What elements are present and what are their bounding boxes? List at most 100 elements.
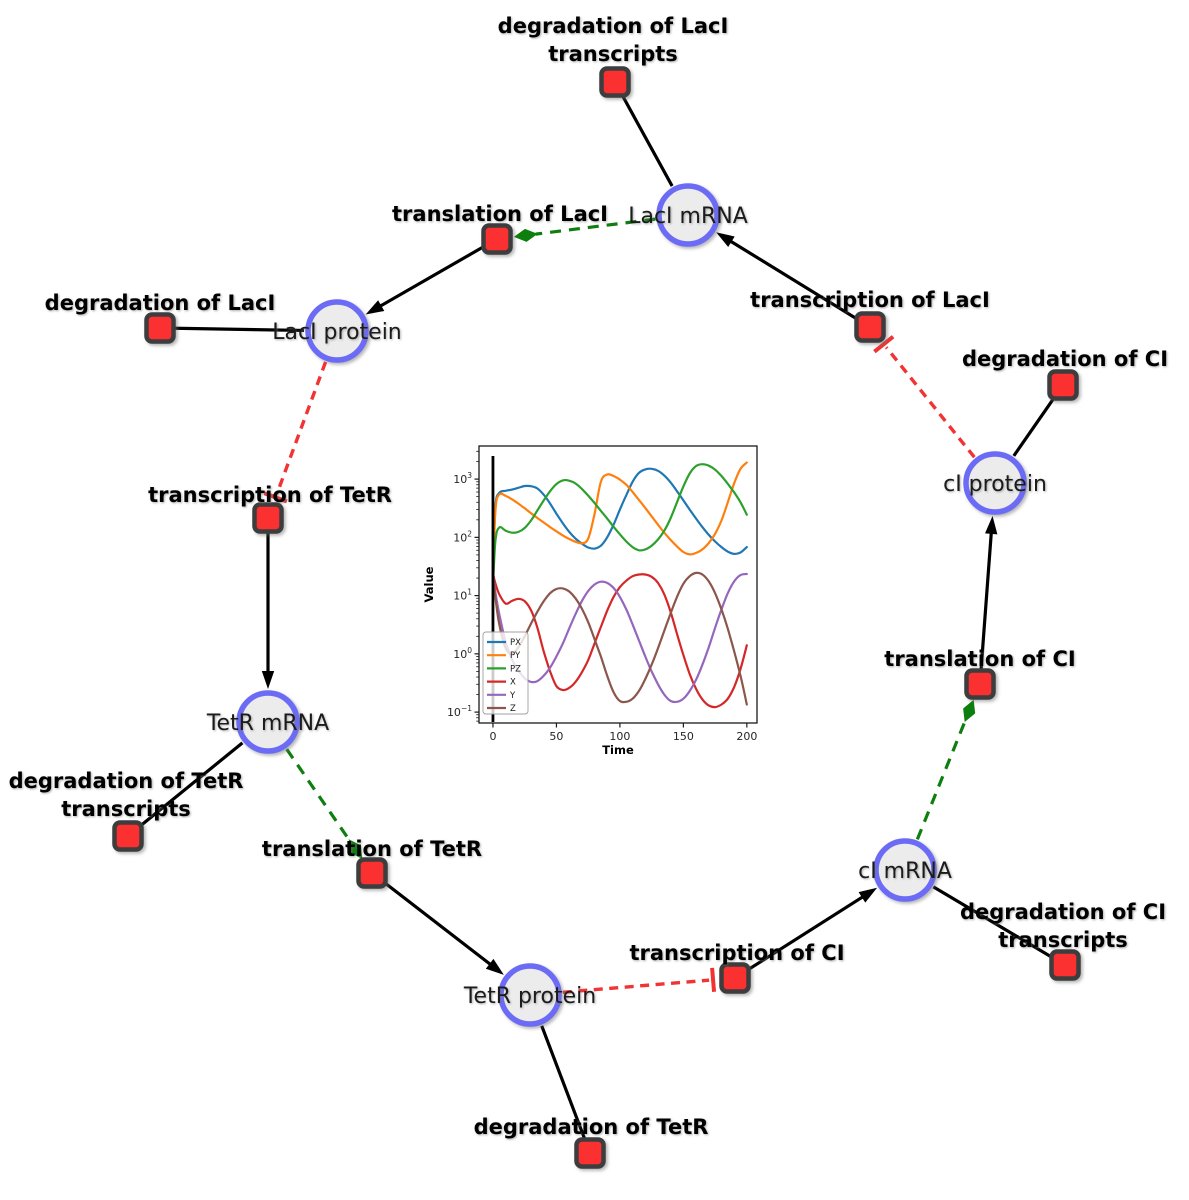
species-label-ci_protein: cI protein bbox=[943, 472, 1047, 497]
edge-production-tc_ci-to-ci_mrna bbox=[746, 893, 868, 972]
edge-consumption-ci_protein-to-deg_ci bbox=[1012, 396, 1056, 457]
reaction-node-deg_laci bbox=[144, 312, 176, 344]
x-tick-label-50: 50 bbox=[549, 730, 563, 743]
legend-label-PZ: PZ bbox=[510, 664, 521, 674]
edges-layer bbox=[138, 94, 1056, 1140]
reaction-node-tc_ci bbox=[719, 962, 751, 994]
species-label-laci_mrna: LacI mRNA bbox=[628, 204, 748, 229]
edge-production-tc_tetr-to-tetr_mrna-arrowhead bbox=[261, 671, 275, 689]
species-node-ci_protein bbox=[963, 451, 1027, 515]
species-node-laci_mrna bbox=[656, 183, 720, 247]
y-tick-label-1e3: 103 bbox=[453, 471, 472, 486]
edge-production-transl_ci-to-ci_protein bbox=[979, 528, 994, 670]
edge-production-tc_laci-to-laci_mrna bbox=[726, 237, 859, 321]
edge-consumption-tetr_mrna-to-deg_tetr_tx bbox=[138, 741, 244, 828]
reaction-node-tc_tetr bbox=[252, 502, 284, 534]
edge-production-transl_laci-to-laci_protein bbox=[376, 245, 485, 310]
edge-production-tc_ci-to-ci_mrna-arrowhead bbox=[858, 887, 878, 903]
reaction-node-transl_laci bbox=[481, 223, 513, 255]
reaction-label-deg_ci_tx-line2: transcripts bbox=[998, 928, 1128, 952]
reaction-node-deg_ci_tx bbox=[1049, 949, 1081, 981]
edge-modifier-tetr_mrna-to-transl_tetr-diamond-arrowhead bbox=[348, 839, 363, 859]
edge-consumption-laci_mrna-to-deg_laci_tx bbox=[620, 94, 674, 187]
reaction-label-deg_tetr-line1: degradation of TetR bbox=[474, 1115, 709, 1139]
chart-line-PZ bbox=[491, 463, 748, 587]
chart-line-Z bbox=[491, 571, 748, 706]
species-node-laci_protein bbox=[305, 299, 369, 363]
species-node-tetr_protein bbox=[498, 963, 562, 1027]
y-tick-label-1e1: 101 bbox=[453, 588, 472, 603]
x-tick-label-100: 100 bbox=[609, 730, 630, 743]
edge-production-transl_ci-to-ci_protein-arrowhead bbox=[985, 515, 998, 535]
reaction-label-transl_laci-line1: translation of LacI bbox=[392, 202, 608, 226]
edge-consumption-laci_protein-to-deg_laci bbox=[174, 326, 305, 333]
legend-box bbox=[482, 631, 529, 715]
y-tick-label-1e0: 100 bbox=[453, 646, 472, 661]
reaction-label-tc_laci-line1: transcription of LacI bbox=[750, 288, 990, 312]
legend-label-PX: PX bbox=[510, 638, 521, 648]
reaction-label-deg_laci_tx-line2: transcripts bbox=[548, 42, 678, 66]
chart-line-X bbox=[491, 572, 748, 709]
species-label-tetr_mrna: TetR mRNA bbox=[206, 711, 329, 736]
y-tick-label-1e-1: 10−1 bbox=[447, 704, 472, 719]
legend-label-Y: Y bbox=[509, 691, 516, 701]
edge-consumption-ci_mrna-to-deg_ci_tx bbox=[932, 885, 1053, 959]
reaction-label-transl_ci-line1: translation of CI bbox=[884, 647, 1075, 671]
x-tick-label-200: 200 bbox=[736, 730, 757, 743]
reaction-node-deg_laci_tx bbox=[599, 66, 631, 98]
reaction-label-deg_ci_tx-line1: degradation of CI bbox=[960, 900, 1166, 924]
chart-legend: PX PY PZ XYZ bbox=[482, 631, 529, 715]
reaction-label-tc_ci-line1: transcription of CI bbox=[629, 941, 844, 965]
reaction-label-deg_ci-line1: degradation of CI bbox=[962, 347, 1168, 371]
species-label-laci_protein: LacI protein bbox=[272, 320, 402, 345]
chart-line-PY bbox=[491, 461, 748, 580]
legend-label-Z: Z bbox=[510, 704, 516, 714]
reaction-node-tc_laci bbox=[854, 311, 886, 343]
reaction-label-deg_laci_tx-line1: degradation of LacI bbox=[498, 14, 729, 38]
legend-label-PY: PY bbox=[510, 651, 521, 661]
reaction-label-deg_laci-line1: degradation of LacI bbox=[45, 291, 276, 315]
species-label-tetr_protein: TetR protein bbox=[463, 984, 596, 1009]
edge-modifier-laci_mrna-to-transl_laci bbox=[535, 217, 656, 236]
x-tick-label-0: 0 bbox=[489, 730, 496, 743]
reaction-label-tc_tetr-line1: transcription of TetR bbox=[148, 483, 392, 507]
species-label-ci_mrna: cI mRNA bbox=[858, 859, 952, 884]
chart-line-Y bbox=[491, 572, 748, 704]
x-axis-title: Time bbox=[602, 743, 634, 757]
edge-production-tc_laci-to-laci_mrna-arrowhead bbox=[716, 232, 735, 248]
edge-production-transl_tetr-to-tetr_protein bbox=[382, 880, 495, 969]
reaction-node-transl_ci bbox=[964, 668, 996, 700]
edge-inhibition-ci_protein-to-tc_laci bbox=[884, 346, 976, 459]
labels-layer: LacI mRNA LacI protein TetR mRNA TetR prote… bbox=[9, 14, 1168, 1139]
chart-frame bbox=[478, 445, 758, 724]
reaction-node-deg_tetr_tx bbox=[112, 820, 144, 852]
edge-modifier-laci_mrna-to-transl_laci-diamond-arrowhead bbox=[513, 228, 538, 242]
edge-inhibition-laci_protein-to-tc_tetr-tbar bbox=[263, 491, 288, 504]
edge-modifier-tetr_mrna-to-transl_tetr bbox=[285, 748, 352, 842]
reaction-label-transl_tetr-line1: translation of TetR bbox=[262, 837, 482, 861]
edge-inhibition-ci_protein-to-tc_laci-tbar bbox=[873, 335, 895, 354]
reaction-label-deg_tetr_tx-line1: degradation of TetR bbox=[9, 769, 244, 793]
x-tick-label-150: 150 bbox=[673, 730, 694, 743]
edge-modifier-ci_mrna-to-transl_ci-diamond-arrowhead bbox=[963, 699, 976, 723]
edge-inhibition-tetr_protein-to-tc_ci bbox=[562, 978, 710, 994]
edge-inhibition-tetr_protein-to-tc_ci-tbar bbox=[710, 967, 717, 992]
y-axis-title: Value bbox=[422, 566, 436, 602]
nodes-layer bbox=[112, 66, 1081, 1169]
reaction-node-transl_tetr bbox=[356, 857, 388, 889]
edge-consumption-tetr_protein-to-deg_tetr bbox=[540, 1025, 587, 1140]
reaction-label-deg_tetr_tx-line2: transcripts bbox=[61, 797, 191, 821]
edge-production-transl_laci-to-laci_protein-arrowhead bbox=[365, 300, 385, 315]
chart-series-group bbox=[491, 461, 748, 709]
edge-modifier-ci_mrna-to-transl_ci bbox=[915, 719, 967, 840]
inset-chart: 0 50 100 150 20010−1100101102103TimeValuePXP… bbox=[422, 445, 758, 757]
reaction-node-deg_tetr bbox=[574, 1137, 606, 1169]
legend-label-X: X bbox=[510, 678, 516, 688]
species-node-ci_mrna bbox=[873, 838, 937, 902]
y-tick-label-1e2: 102 bbox=[453, 529, 472, 544]
edge-inhibition-laci_protein-to-tc_tetr bbox=[275, 361, 328, 495]
edge-production-transl_tetr-to-tetr_protein-arrowhead bbox=[485, 958, 504, 975]
chart-line-PX bbox=[491, 467, 748, 569]
